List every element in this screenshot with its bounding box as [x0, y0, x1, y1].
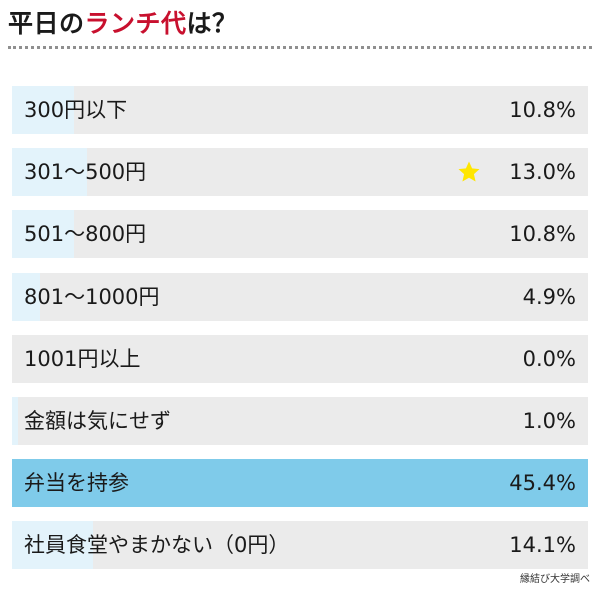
title-divider — [8, 46, 592, 49]
bar-row: 801〜1000円 4.9% — [12, 273, 588, 321]
page-title: 平日のランチ代は？ — [8, 6, 238, 42]
value-label: 10.8% — [509, 222, 576, 246]
value-label: 0.0% — [522, 347, 576, 371]
value-label: 1.0% — [522, 409, 576, 433]
bar-row: 301〜500円 13.0% — [12, 148, 588, 196]
value-label: 14.1% — [509, 533, 576, 557]
title-suffix: は？ — [186, 9, 238, 38]
bar-row: 金額は気にせず 1.0% — [12, 397, 588, 445]
title-accent: ランチ代 — [84, 9, 187, 38]
category-label: 300円以下 — [24, 98, 128, 122]
value-label: 13.0% — [509, 160, 576, 184]
bar — [12, 273, 41, 321]
value-label: 45.4% — [509, 471, 576, 495]
source-note: 縁結び大学調べ — [520, 574, 590, 585]
bar — [12, 459, 274, 507]
bar-row: 社員食堂やまかない（0円） 14.1% — [12, 521, 588, 569]
category-label: 社員食堂やまかない（0円） — [24, 533, 290, 557]
value-label: 4.9% — [522, 285, 576, 309]
bar — [12, 148, 87, 196]
category-label: 金額は気にせず — [24, 409, 171, 433]
bar-row: 弁当を持参 45.4% — [12, 459, 588, 507]
bar — [12, 210, 75, 258]
category-label: 弁当を持参 — [24, 471, 129, 495]
bar — [12, 521, 94, 569]
category-label: 301〜500円 — [24, 160, 147, 184]
category-label: 1001円以上 — [24, 347, 141, 371]
value-label: 10.8% — [509, 98, 576, 122]
star-icon — [458, 161, 480, 182]
category-label: 801〜1000円 — [24, 285, 160, 309]
bar — [12, 86, 75, 134]
bar-row: 300円以下 10.8% — [12, 86, 588, 134]
bar-row: 1001円以上 0.0% — [12, 335, 588, 383]
category-label: 501〜800円 — [24, 222, 147, 246]
title-prefix: 平日の — [8, 9, 85, 38]
bar — [12, 397, 18, 445]
bar-row: 501〜800円 10.8% — [12, 210, 588, 258]
